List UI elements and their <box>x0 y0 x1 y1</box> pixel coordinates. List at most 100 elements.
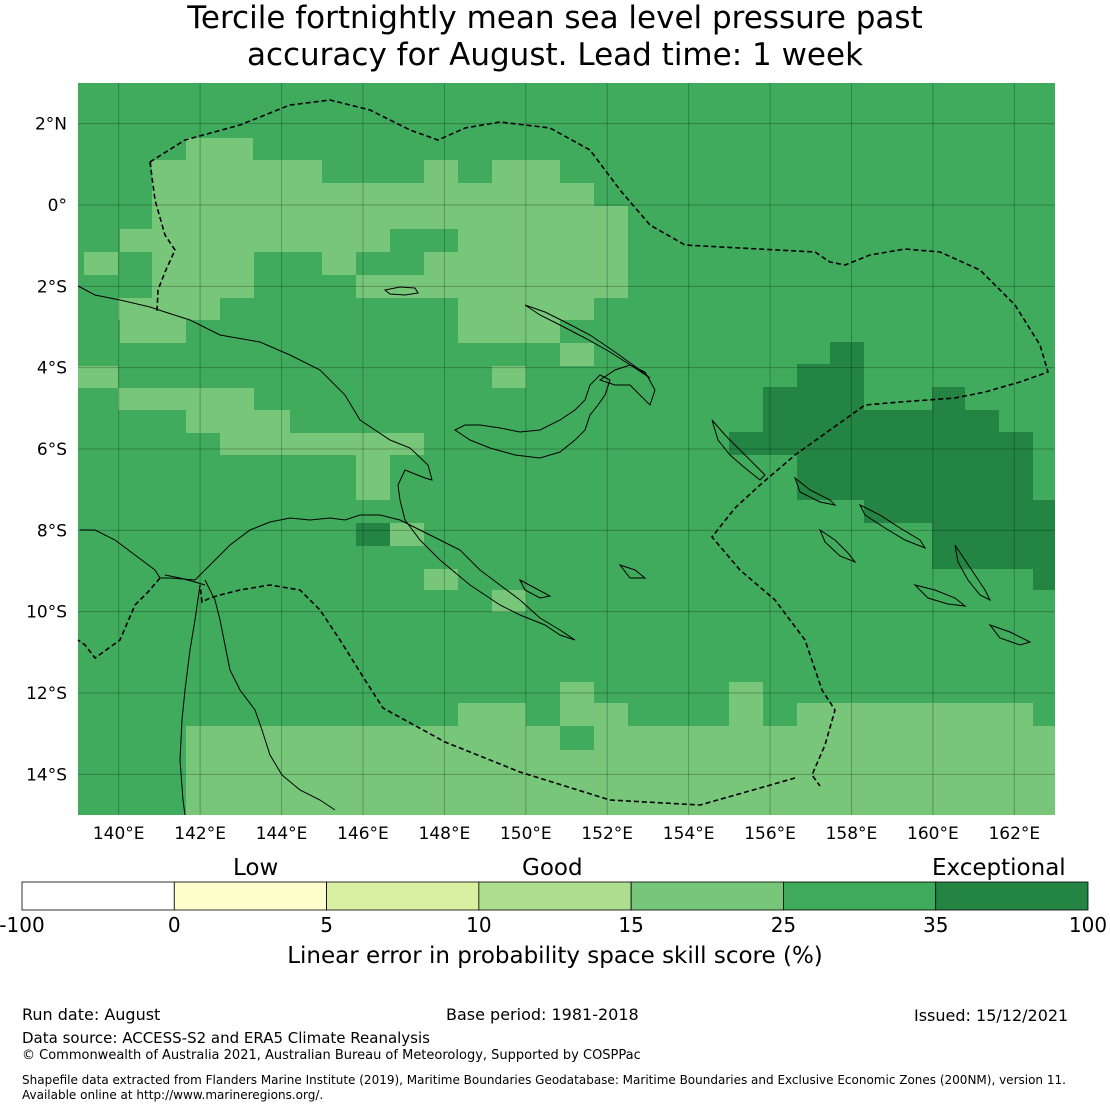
colorbar-segment <box>783 881 937 911</box>
lon-tick-label: 140°E <box>93 824 145 844</box>
colorbar-tick-label: 15 <box>618 913 644 937</box>
coastline-gulf-carpentaria <box>179 584 201 816</box>
skill-cell-patch <box>594 726 1055 750</box>
skill-cell-patch <box>458 183 492 206</box>
skill-cell-patch <box>186 726 526 750</box>
eez-boundary-west <box>149 161 176 313</box>
lon-tick-label: 154°E <box>663 824 715 844</box>
skill-cell-patch <box>84 252 118 275</box>
skill-cell-patch <box>390 523 424 546</box>
coastline-manus <box>383 286 419 296</box>
colorbar-segment <box>935 881 1089 911</box>
title-line-1: Tercile fortnightly mean sea level press… <box>187 0 923 36</box>
colorbar-segment <box>173 881 327 911</box>
skill-cell-patch <box>729 703 763 726</box>
lon-tick-label: 150°E <box>500 824 552 844</box>
colorbar-tick-label: 25 <box>770 913 797 937</box>
skill-cell-patch <box>424 569 458 590</box>
skill-cell-patch <box>356 523 390 546</box>
skill-cell-patch <box>424 252 628 275</box>
coastline-santa-cruz <box>988 623 1032 646</box>
lon-tick-label: 158°E <box>826 824 878 844</box>
skill-cell-patch <box>932 523 1055 546</box>
lat-tick-label: 0° <box>48 196 67 216</box>
skill-cell-patch <box>458 229 628 252</box>
skill-cell-patch <box>220 433 424 455</box>
coastline-solomons-3 <box>818 528 857 564</box>
skill-cell-patch <box>118 298 220 320</box>
skill-cell-patch <box>560 343 594 366</box>
skill-cell-patch <box>560 183 594 206</box>
colorbar-segment <box>326 881 480 911</box>
skill-cell-patch <box>458 320 560 343</box>
skill-cell-patch <box>864 500 1055 523</box>
coastline-solomons-2 <box>858 503 927 550</box>
skill-cell-patch <box>152 275 254 298</box>
skill-cell-patch <box>322 252 356 275</box>
skill-cell-patch <box>186 138 253 160</box>
skill-cell-patch <box>390 183 424 206</box>
base-period: Base period: 1981-2018 <box>446 1005 639 1024</box>
coastline-solomons-5 <box>913 584 967 607</box>
colorbar-tick-label: 0 <box>167 913 181 937</box>
skill-cell-patch <box>322 183 390 206</box>
lon-tick-label: 146°E <box>337 824 389 844</box>
skill-cell-patch <box>729 682 763 703</box>
skill-cell-patch <box>560 682 594 703</box>
skill-cell-patch <box>118 388 254 410</box>
colorbar-tick-label: -100 <box>0 913 45 937</box>
skill-cell-patch <box>492 366 526 388</box>
eez-boundary-png <box>149 99 1049 787</box>
lon-tick-label: 152°E <box>581 824 633 844</box>
lat-tick-label: 14°S <box>26 765 67 785</box>
lat-tick-label: 8°S <box>37 521 67 541</box>
skill-cell-patch <box>152 160 322 206</box>
skill-cell-patch <box>152 320 186 343</box>
lon-tick-label: 162°E <box>988 824 1040 844</box>
coastline-solomons-4 <box>954 544 992 602</box>
coastline-new-guinea <box>77 285 576 641</box>
skill-cell-patch <box>458 703 526 726</box>
run-date: Run date: August <box>22 1005 161 1024</box>
lat-tick-label: 12°S <box>26 684 67 704</box>
coastline-new-ireland <box>524 304 651 379</box>
colorbar-word-good: Good <box>522 855 583 881</box>
skill-cell-patch <box>932 546 1055 569</box>
coastline-dentrecasteaux <box>618 564 647 579</box>
skill-cell-patch <box>999 703 1033 726</box>
skill-cell-patch <box>763 387 864 410</box>
colorbar-tick-label: 100 <box>1068 913 1108 937</box>
skill-cell-patch <box>152 206 628 229</box>
coastline-new-britain <box>598 364 656 406</box>
skill-cell-patch <box>797 703 999 726</box>
figure-title: Tercile fortnightly mean sea level press… <box>0 0 1110 74</box>
coastline-bougainville <box>711 419 766 481</box>
skill-cell-patch <box>560 703 628 726</box>
copyright: © Commonwealth of Australia 2021, Austra… <box>22 1048 641 1063</box>
colorbar-word-low: Low <box>233 855 279 881</box>
colorbar-tick-label: 10 <box>466 913 492 937</box>
skill-cell-patch <box>729 432 1033 455</box>
colorbar-word-exceptional: Exceptional <box>932 855 1066 881</box>
skill-cell-patch <box>1033 569 1055 590</box>
skill-cell-patch <box>763 410 999 432</box>
skill-cell-patch <box>424 160 458 206</box>
lon-tick-label: 160°E <box>907 824 959 844</box>
skill-cell-patch <box>356 275 628 298</box>
coastline-torres-islands <box>164 574 206 586</box>
skill-cell-patch <box>120 229 152 252</box>
skill-cell-patch <box>830 342 864 364</box>
skill-cell-patch <box>797 455 1033 478</box>
skill-cell-patch <box>152 229 390 252</box>
coastline-cape-york <box>204 579 336 811</box>
eez-boundary-png-south <box>199 584 796 806</box>
lat-tick-label: 4°S <box>37 359 67 379</box>
skill-cell-patch <box>220 252 254 275</box>
skill-cell-patch <box>356 478 390 500</box>
issued-date: Issued: 15/12/2021 <box>914 1006 1069 1025</box>
skill-grid-cells <box>78 83 1055 815</box>
lon-tick-label: 142°E <box>174 824 226 844</box>
coastlines <box>77 285 1032 816</box>
lon-tick-label: 148°E <box>419 824 471 844</box>
